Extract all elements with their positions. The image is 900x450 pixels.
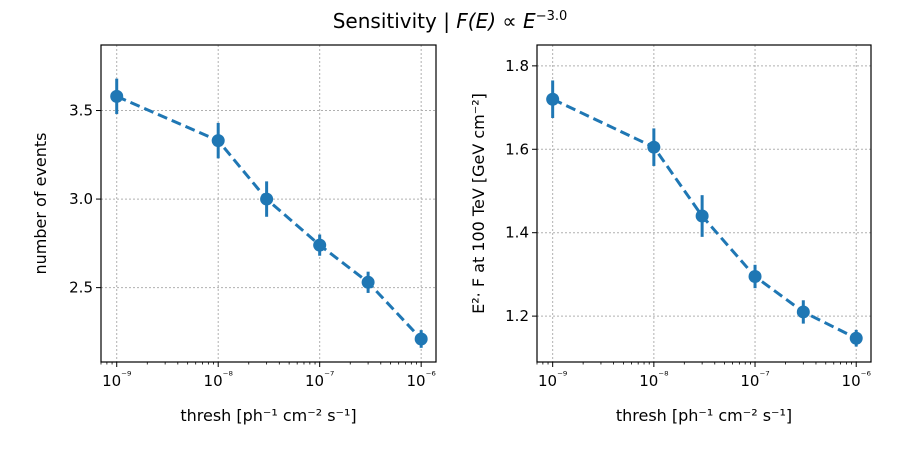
x-axis-label: thresh [ph⁻¹ cm⁻² s⁻¹]	[616, 406, 792, 425]
data-point	[546, 92, 560, 106]
axes-frame	[536, 44, 872, 363]
x-tick-label: 10⁻⁹	[102, 369, 131, 390]
data-point	[313, 238, 327, 252]
data-point	[260, 192, 274, 206]
data-point	[748, 269, 762, 283]
axes-frame	[100, 44, 437, 363]
y-tick-label: 2.5	[69, 279, 93, 297]
data-point	[414, 332, 428, 346]
chart-left: 10⁻⁹ 10⁻⁸ 10⁻⁷ 10⁻⁶ 2.5 3.0 3.5 thresh [ph⁻¹ cm…	[31, 44, 437, 425]
data-point	[796, 305, 810, 319]
series-line	[552, 97, 857, 340]
data-point	[695, 209, 709, 223]
y-tick-label: 1.4	[505, 224, 529, 242]
x-tick-label: 10⁻⁶	[407, 369, 437, 390]
y-tick-label: 3.0	[69, 190, 93, 208]
y-tick-label: 1.8	[505, 57, 529, 75]
x-tick-label: 10⁻⁸	[204, 369, 234, 390]
x-tick-label: 10⁻⁶	[842, 369, 872, 390]
data-point	[849, 331, 863, 345]
data-point	[211, 134, 225, 148]
y-tick-label: 3.5	[69, 102, 93, 120]
data-point	[361, 275, 375, 289]
y-tick-label: 1.2	[505, 307, 529, 325]
series-line	[116, 95, 423, 341]
y-axis-label: number of events	[31, 133, 50, 275]
data-point	[647, 140, 661, 154]
y-axis-label: E²· F at 100 TeV [GeV cm⁻²]	[469, 93, 488, 314]
x-tick-label: 10⁻⁸	[639, 369, 669, 390]
x-tick-label: 10⁻⁷	[740, 369, 769, 390]
x-axis-label: thresh [ph⁻¹ cm⁻² s⁻¹]	[180, 406, 356, 425]
y-tick-label: 1.6	[505, 140, 529, 158]
chart-right: 10⁻⁹ 10⁻⁸ 10⁻⁷ 10⁻⁶ 1.2 1.4 1.6 1.8 thresh [ph⁻¹…	[469, 44, 872, 425]
x-tick-label: 10⁻⁹	[538, 369, 567, 390]
x-tick-label: 10⁻⁷	[305, 369, 334, 390]
figure-title: Sensitivity | F(E) ∝ E−3.0	[333, 9, 568, 33]
data-point	[110, 89, 124, 103]
